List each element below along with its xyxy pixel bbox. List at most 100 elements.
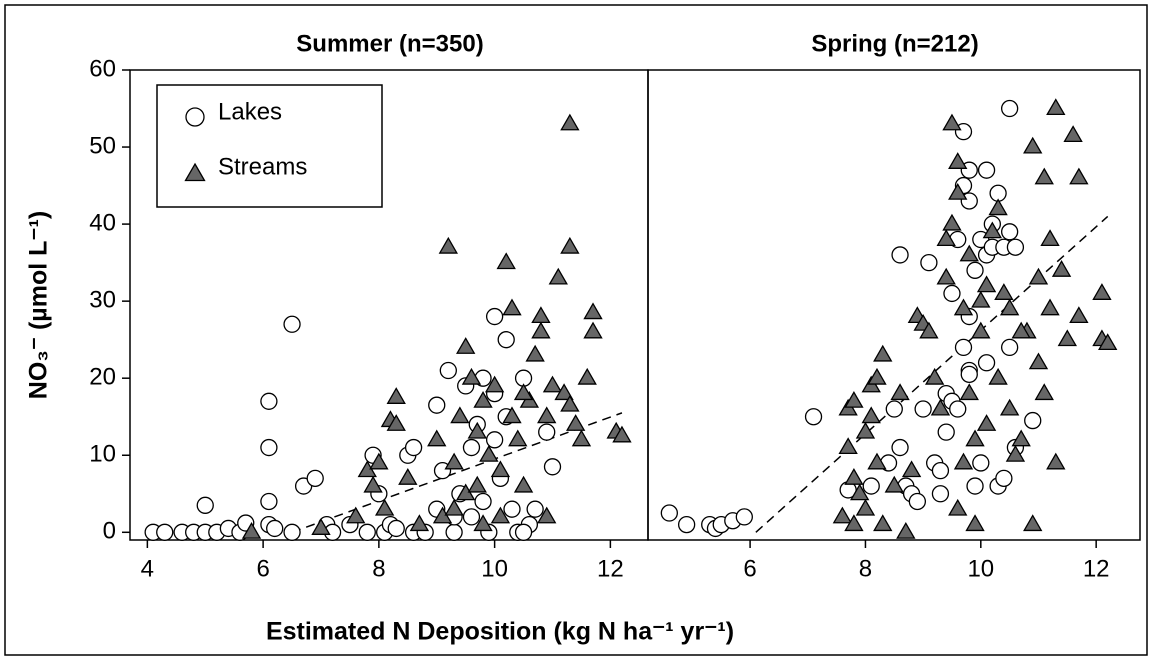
lake-point bbox=[306, 469, 324, 488]
trend-line bbox=[291, 412, 623, 534]
stream-point bbox=[577, 367, 597, 385]
lake-point bbox=[439, 361, 457, 380]
lake-point bbox=[514, 523, 533, 541]
lake-point bbox=[445, 523, 463, 541]
stream-point bbox=[953, 452, 974, 470]
stream-point bbox=[473, 391, 493, 408]
stream-point bbox=[363, 475, 383, 493]
lake-point bbox=[543, 458, 562, 476]
stream-point bbox=[531, 321, 551, 339]
stream-point bbox=[838, 437, 858, 455]
stream-point bbox=[942, 213, 962, 231]
stream-point bbox=[988, 367, 1008, 385]
lake-point bbox=[966, 261, 984, 279]
lake-point bbox=[995, 469, 1013, 488]
stream-point bbox=[844, 514, 864, 532]
lake-point bbox=[937, 423, 955, 441]
stream-point bbox=[1034, 383, 1054, 401]
stream-point bbox=[456, 337, 476, 354]
stream-point bbox=[467, 475, 487, 493]
lake-point bbox=[260, 438, 278, 457]
x-tick-label: 10 bbox=[967, 555, 994, 582]
lake-point bbox=[1024, 411, 1042, 430]
stream-point bbox=[971, 321, 991, 339]
lake-point bbox=[156, 523, 174, 541]
stream-point bbox=[490, 460, 511, 478]
x-tick-label: 10 bbox=[481, 555, 508, 582]
stream-point bbox=[884, 475, 904, 493]
lake-point bbox=[804, 408, 823, 426]
legend-box bbox=[156, 84, 383, 208]
stream-point bbox=[965, 429, 985, 447]
stream-point bbox=[873, 344, 893, 362]
stream-point bbox=[525, 344, 545, 362]
lake-point bbox=[862, 477, 880, 495]
stream-point bbox=[1057, 329, 1077, 347]
stream-point bbox=[1069, 306, 1089, 324]
stream-point bbox=[374, 498, 395, 516]
stream-point bbox=[1005, 444, 1026, 462]
x-tick-label: 12 bbox=[1083, 555, 1110, 582]
stream-point bbox=[942, 113, 962, 131]
lake-point bbox=[908, 492, 927, 511]
stream-point bbox=[612, 425, 632, 443]
x-tick-label: 6 bbox=[256, 555, 269, 582]
stream-point bbox=[409, 514, 430, 532]
lake-point bbox=[735, 508, 753, 526]
stream-point bbox=[953, 298, 974, 316]
stream-point bbox=[901, 460, 922, 478]
stream-point bbox=[508, 429, 528, 447]
stream-point bbox=[861, 406, 881, 424]
stream-point bbox=[988, 198, 1008, 216]
stream-point bbox=[959, 383, 979, 401]
stream-point bbox=[369, 452, 389, 470]
stream-point bbox=[444, 498, 464, 516]
lake-point bbox=[891, 438, 909, 457]
stream-point bbox=[502, 406, 522, 424]
stream-point bbox=[850, 483, 870, 501]
stream-point bbox=[386, 387, 406, 404]
stream-point bbox=[1040, 298, 1060, 316]
lake-point bbox=[943, 284, 961, 303]
lake-point bbox=[387, 519, 405, 538]
stream-point bbox=[873, 514, 893, 532]
stream-point bbox=[948, 152, 968, 169]
lake-point bbox=[485, 307, 504, 326]
stream-point bbox=[1034, 167, 1054, 185]
stream-point bbox=[531, 306, 551, 324]
y-tick-label: 0 bbox=[103, 518, 116, 545]
stream-point bbox=[1023, 136, 1043, 154]
stream-point bbox=[976, 414, 997, 431]
stream-point bbox=[241, 521, 262, 539]
stream-point bbox=[930, 398, 951, 416]
x-tick-label: 12 bbox=[597, 555, 624, 582]
lake-point bbox=[283, 315, 301, 333]
lake-point bbox=[977, 354, 996, 372]
stream-point bbox=[896, 521, 916, 539]
stream-point bbox=[982, 221, 1003, 239]
stream-point bbox=[565, 414, 586, 431]
stream-point bbox=[1098, 333, 1118, 351]
stream-point bbox=[461, 367, 482, 385]
lake-point bbox=[462, 508, 481, 526]
stream-point bbox=[571, 429, 592, 447]
stream-point bbox=[554, 383, 574, 401]
lake-point bbox=[260, 492, 278, 511]
stream-point bbox=[583, 302, 603, 320]
lake-point bbox=[260, 392, 278, 410]
lake-point bbox=[503, 500, 521, 518]
stream-point bbox=[537, 406, 557, 424]
stream-point bbox=[496, 252, 516, 270]
stream-point bbox=[936, 229, 956, 247]
x-tick-label: 4 bbox=[141, 555, 154, 582]
stream-point bbox=[513, 475, 534, 493]
lake-point bbox=[966, 477, 984, 495]
stream-point bbox=[867, 367, 887, 385]
stream-point bbox=[346, 506, 366, 524]
stream-point bbox=[844, 391, 864, 408]
stream-point bbox=[1046, 452, 1066, 470]
stream-point bbox=[583, 321, 603, 339]
stream-point bbox=[560, 113, 580, 131]
stream-point bbox=[560, 394, 580, 412]
lake-point bbox=[538, 423, 556, 441]
